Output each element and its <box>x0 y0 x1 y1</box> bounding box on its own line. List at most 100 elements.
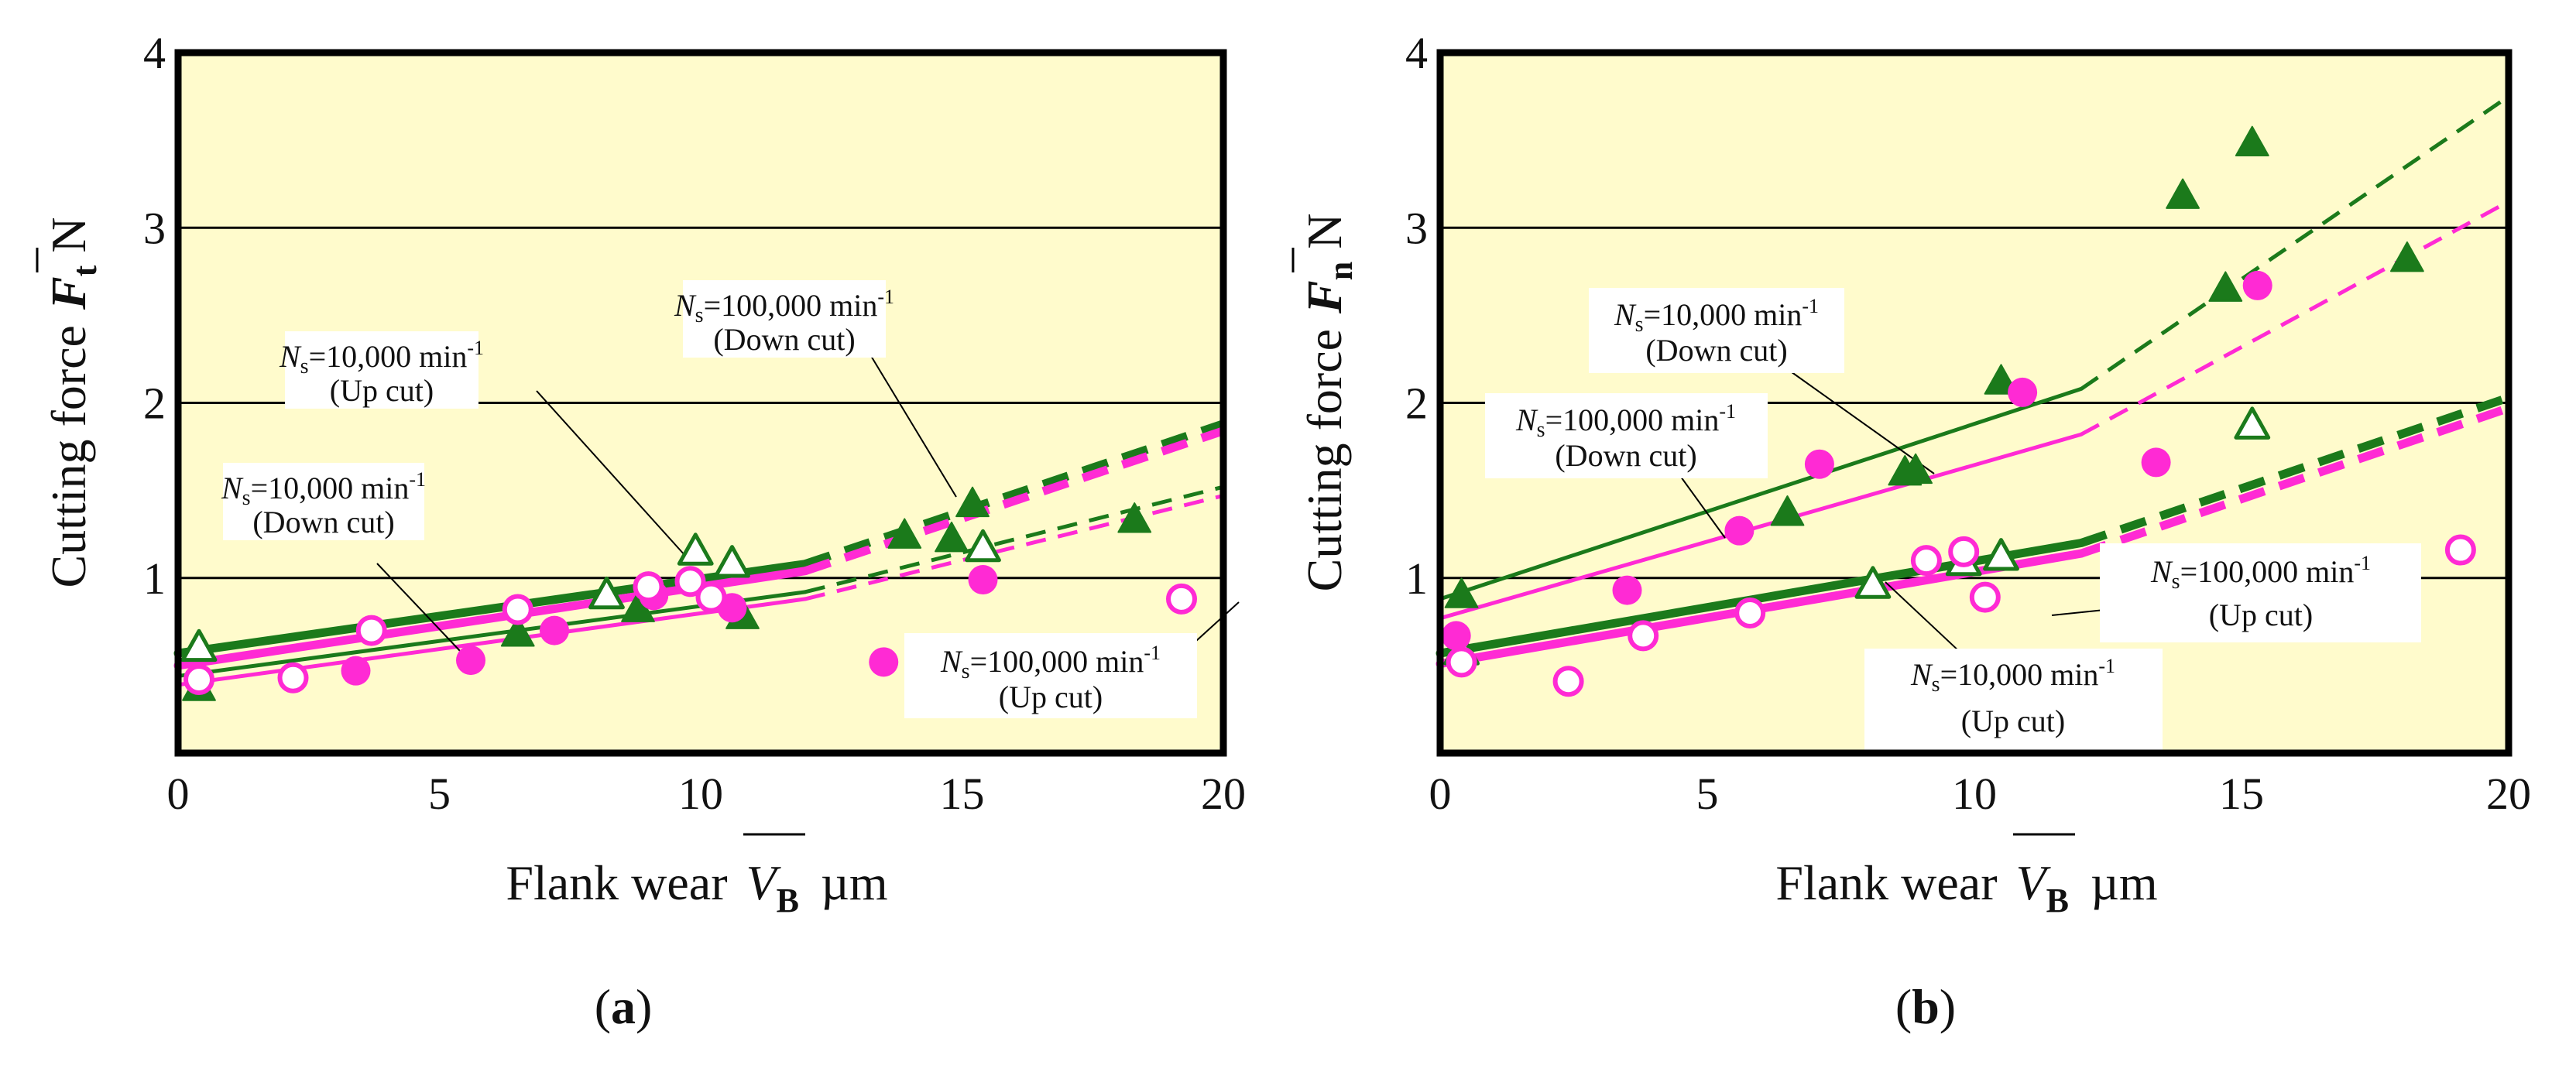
plot-frame <box>174 49 1227 757</box>
leader-b-10k-down <box>1788 369 1935 474</box>
annotation-ns-sub: s <box>1635 313 1644 337</box>
annotation-unit-exp: -1 <box>409 468 426 491</box>
y-axis-label: Cutting force Ft N <box>36 217 104 588</box>
data-point-circle-open <box>184 663 214 695</box>
data-point-triangle-filled <box>1444 577 1479 608</box>
data-point-triangle-filled <box>887 518 922 549</box>
annotation-line1: Ns=10,000 min-1 <box>1910 655 2115 697</box>
annotation-line2: (Down cut) <box>1555 438 1696 473</box>
y-axis-unit: N <box>41 217 96 252</box>
x-axis-label-text: Flank wear VB µm <box>506 855 887 919</box>
y-tick-label: 3 <box>143 203 166 253</box>
annotation-line2: (Up cut) <box>1961 704 2065 738</box>
y-tick-label: 3 <box>1405 203 1428 253</box>
data-point-triangle-filled <box>1770 495 1805 526</box>
data-point-circle-filled <box>540 615 569 646</box>
y-axis-quantity: Cutting force <box>41 325 96 587</box>
annotation-line2: (Up cut) <box>999 680 1103 714</box>
data-point-circle-open <box>355 615 387 646</box>
annotation-unit-exp: -1 <box>1144 642 1161 664</box>
tick-labels: 0 5 10 15 20 1 2 3 4 <box>143 28 1246 819</box>
data-point-circle-filled <box>1724 515 1754 546</box>
annotation-ns-symbol: N <box>1515 402 1538 437</box>
annotation-b-100k-down: Ns=100,000 min-1 (Down cut) <box>1485 393 1768 478</box>
annotation-ns-sub: s <box>695 303 704 327</box>
annotation-ns-sub: s <box>962 659 970 683</box>
leader-a-100k-up <box>1195 601 1240 642</box>
y-tick-label: 1 <box>1405 553 1428 604</box>
y-axis-label: Cutting force FnN <box>1291 214 1360 591</box>
annotation-speed: =100,000 min <box>2180 554 2355 589</box>
fit-line-green-thin-dashed <box>2080 94 2510 391</box>
data-point-circle-filled <box>2242 270 2272 300</box>
data-point-circle-open <box>1446 646 1477 678</box>
x-tick-label: 5 <box>1696 769 1719 819</box>
fit-line-green-thick-dashed <box>2080 393 2510 547</box>
x-axis-symbol: V <box>2016 855 2052 910</box>
y-axis-symbol-sub: t <box>66 265 104 276</box>
y-tick-label: 1 <box>143 553 166 604</box>
annotation-line2: (Up cut) <box>330 373 434 408</box>
x-tick-label: 20 <box>1201 769 1246 819</box>
leader-a-100k-down <box>868 351 957 498</box>
data-markers <box>1441 125 2476 697</box>
data-point-circle-filled <box>1804 449 1834 479</box>
data-point-circle-filled <box>869 647 899 677</box>
data-point-circle-open <box>674 566 706 598</box>
x-tick-label: 15 <box>2219 769 2264 819</box>
chart-panel-b: Ns=10,000 min-1 (Down cut) Ns=100,000 mi… <box>1291 28 2531 1034</box>
x-axis-symbol-sub: B <box>2046 882 2069 919</box>
data-point-circle-open <box>695 581 727 613</box>
data-point-circle-open <box>2444 534 2476 566</box>
fit-line-green-thick-dashed <box>804 419 1225 568</box>
y-tick-label: 4 <box>143 28 166 78</box>
x-tick-label: 15 <box>940 769 985 819</box>
data-point-triangle-filled <box>955 486 990 518</box>
annotation-ns-sub: s <box>2172 570 2180 594</box>
fit-line-green-thin-dashed <box>804 485 1224 594</box>
data-point-triangle-open <box>714 545 750 578</box>
annotation-a-10k-down: Ns=10,000 min-1 (Down cut) <box>221 463 426 540</box>
fit-line-magenta-thin-solid <box>1438 432 2084 621</box>
data-point-circle-open <box>1734 598 1766 628</box>
annotation-ns-symbol: N <box>1614 297 1637 332</box>
data-point-triangle-open <box>1983 538 2019 571</box>
data-point-triangle-filled <box>935 521 969 553</box>
y-axis-symbol-sub: n <box>1322 262 1360 280</box>
annotation-ns-symbol: N <box>2150 554 2173 589</box>
annotation-line2: (Down cut) <box>713 322 855 357</box>
annotation-b-10k-up: Ns=10,000 min-1 (Up cut) <box>1864 649 2163 753</box>
annotation-a-100k-up: Ns=100,000 min-1 (Up cut) <box>904 633 1197 718</box>
data-point-circle-open <box>1948 536 1980 567</box>
data-point-triangle-open <box>2234 406 2271 440</box>
data-point-circle-open <box>1628 620 1659 652</box>
data-point-triangle-filled <box>2166 178 2200 209</box>
data-point-triangle-filled <box>1117 502 1152 533</box>
annotation-ns-sub: s <box>1932 673 1940 697</box>
x-axis-quantity: Flank wear <box>1775 855 1997 910</box>
annotation-ns-symbol: N <box>1910 657 1933 692</box>
annotation-unit-exp: -1 <box>877 286 894 308</box>
data-point-circle-open <box>1910 545 1942 577</box>
panel-label-b: (b) <box>1895 979 1956 1034</box>
data-point-circle-filled <box>456 646 485 676</box>
data-point-circle-filled <box>2008 377 2038 407</box>
x-tick-label: 0 <box>167 769 190 819</box>
data-point-circle-filled <box>1441 621 1471 651</box>
annotation-unit-exp: -1 <box>2098 655 2115 677</box>
callout-leaders <box>376 351 1240 652</box>
chart-panel-a: Ns=100,000 min-1 (Down cut) Ns=10,000 mi… <box>36 28 1246 1034</box>
x-tick-label: 5 <box>428 769 451 819</box>
annotation-line1: Ns=100,000 min-1 <box>1515 400 1736 442</box>
data-point-circle-filled <box>2141 447 2171 478</box>
annotation-line1: Ns=10,000 min-1 <box>1614 295 1819 337</box>
fit-line-magenta-thin-dashed <box>804 493 1224 601</box>
y-axis-label-text: Cutting force Ft N <box>41 217 104 587</box>
annotation-line1: Ns=100,000 min-1 <box>2150 552 2371 594</box>
annotation-line1: Ns=100,000 min-1 <box>940 642 1161 683</box>
data-point-circle-open <box>633 571 664 603</box>
y-axis-unit: N <box>1297 214 1352 249</box>
y-axis-symbol: F <box>41 276 96 310</box>
annotation-line2: (Down cut) <box>252 505 394 539</box>
